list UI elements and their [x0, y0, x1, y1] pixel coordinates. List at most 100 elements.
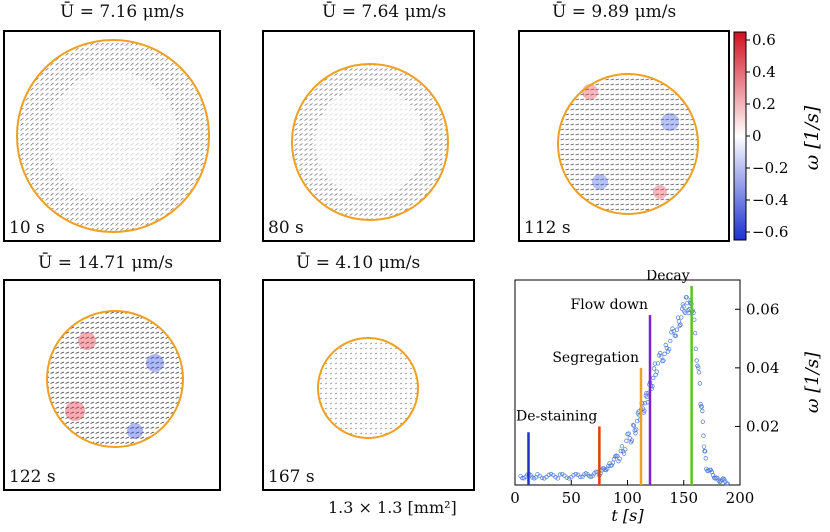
chart-point: [651, 366, 657, 371]
chart-point: [539, 475, 545, 480]
chart-point: [696, 365, 701, 370]
chart-point: [680, 302, 686, 307]
chart-ytick-label: 0.06: [746, 300, 779, 318]
chart-point: [611, 457, 617, 462]
panel-3-title: Ū = 9.89 μm/s: [552, 2, 677, 22]
chart-point: [623, 447, 628, 452]
colorbar-tick-label: −0.4: [752, 191, 788, 209]
colorbar-tick-label: 0.6: [752, 31, 776, 49]
chart-point: [713, 476, 718, 481]
velocity-panel-2: 80 s: [262, 30, 475, 242]
velocity-field-5: [317, 337, 419, 439]
velocity-field-4: [46, 310, 184, 448]
colorbar-tick-label: −0.6: [752, 223, 788, 241]
chart-point: [533, 475, 538, 480]
chart-point: [652, 361, 657, 366]
chart-xtick-label: 150: [669, 489, 698, 507]
chart-point: [701, 444, 707, 449]
chart-point: [656, 353, 662, 358]
velocity-field-3: [557, 73, 699, 215]
chart-marker-label: De-staining: [516, 408, 597, 424]
colorbar-tick-label: −0.2: [752, 159, 788, 177]
chart-point: [618, 448, 623, 454]
chart-point: [719, 477, 725, 482]
chart-point: [678, 322, 683, 327]
chart-point: [701, 433, 706, 438]
chart-point: [555, 476, 560, 481]
chart-point: [697, 381, 702, 386]
chart-point: [659, 354, 664, 359]
chart-point: [621, 451, 627, 456]
chart-point: [631, 423, 637, 428]
panel-1-time: 10 s: [9, 218, 45, 238]
chart-point: [675, 315, 681, 320]
chart-point: [616, 458, 621, 464]
panel-1-title: Ū = 7.16 μm/s: [60, 2, 185, 22]
chart-point: [694, 358, 699, 363]
chart-point: [703, 456, 708, 461]
panel-2-title: Ū = 7.64 μm/s: [322, 2, 447, 22]
chart-point: [553, 475, 558, 480]
chart-point: [671, 329, 676, 334]
chart-point: [627, 435, 632, 441]
chart-point: [692, 330, 698, 336]
chart-point: [725, 481, 730, 486]
omega-time-chart: De-staining Segregation Flow down Decay 0 50 1…: [510, 270, 823, 525]
chart-xtick-label: 50: [562, 489, 581, 507]
chart-point: [679, 315, 684, 320]
chart-ytick-label: 0.04: [746, 359, 779, 377]
chart-point: [669, 330, 674, 335]
chart-point: [674, 327, 680, 332]
chart-point: [609, 463, 614, 468]
chart-point: [699, 404, 704, 409]
chart-point: [557, 472, 563, 477]
chart-point: [668, 338, 673, 344]
chart-point: [651, 375, 656, 381]
velocity-field-1: [16, 39, 210, 233]
velocity-panel-5: 167 s: [262, 279, 475, 491]
chart-point: [700, 419, 706, 424]
chart-point: [677, 323, 682, 328]
chart-ytick-label: 0.02: [746, 417, 779, 435]
chart-point: [629, 438, 635, 443]
chart-point: [673, 333, 679, 339]
chart-xlabel: t [s]: [611, 506, 644, 525]
chart-point: [642, 408, 647, 413]
chart-point: [720, 476, 726, 481]
chart-point: [564, 475, 569, 480]
chart-point: [548, 471, 554, 477]
chart-point: [542, 476, 547, 481]
chart-point: [566, 476, 572, 481]
chart-point: [702, 449, 708, 454]
panel-5-title: Ū = 4.10 μm/s: [296, 253, 421, 273]
colorbar-tick-label: 0: [752, 127, 762, 145]
velocity-panel-3: 112 s: [518, 30, 730, 242]
chart-xtick-label: 200: [726, 489, 755, 507]
chart-point: [661, 358, 666, 363]
colorbar: 0.6 0.4 0.2 0 −0.2 −0.4 −0.6 ω [1/s]: [733, 31, 823, 241]
chart-point: [634, 427, 639, 432]
chart-point: [630, 422, 636, 428]
chart-point: [612, 454, 618, 459]
chart-point: [685, 308, 691, 313]
chart-point: [662, 351, 667, 356]
chart-point: [666, 346, 672, 352]
colorbar-label: ω [1/s]: [801, 105, 823, 170]
colorbar-tick-label: 0.4: [752, 63, 776, 81]
chart-marker-label: Flow down: [571, 297, 648, 313]
chart-point: [546, 472, 551, 478]
chart-marker-label: Segregation: [552, 350, 639, 366]
chart-xtick-label: 100: [613, 489, 642, 507]
chart-point: [642, 401, 648, 406]
chart-point: [696, 370, 702, 375]
chart-point: [571, 473, 576, 478]
chart-point: [654, 369, 659, 374]
chart-point: [693, 346, 699, 351]
chart-xtick-label: 0: [510, 489, 520, 507]
chart-point: [698, 402, 703, 407]
panel-5-time: 167 s: [268, 467, 315, 487]
chart-point: [626, 431, 631, 436]
chart-point: [578, 474, 583, 480]
velocity-field-2: [291, 63, 449, 221]
chart-point: [710, 473, 716, 478]
